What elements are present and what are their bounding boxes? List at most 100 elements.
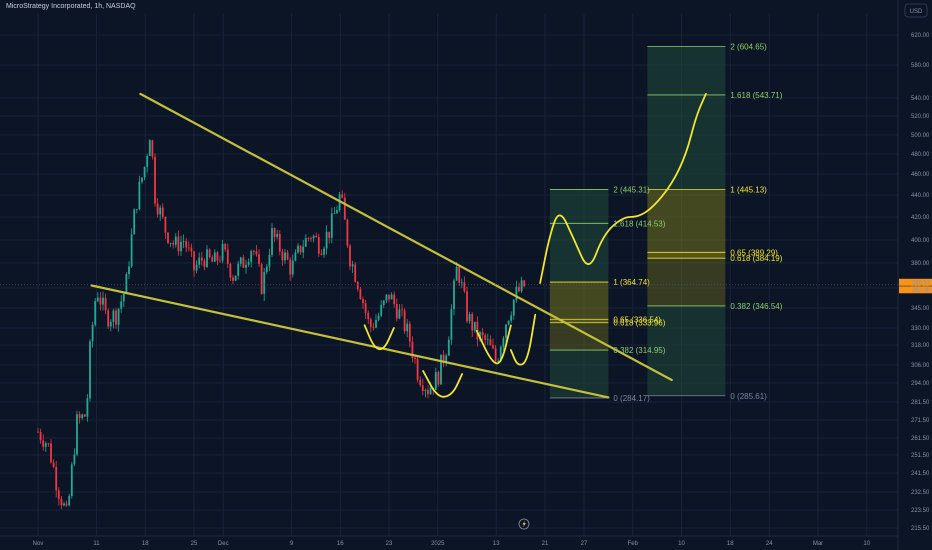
y-tick-label: 380.00 xyxy=(911,261,930,267)
candle-body xyxy=(403,310,406,332)
candle-body xyxy=(512,299,515,316)
currency-label: USD xyxy=(910,9,923,15)
x-tick-label: 11 xyxy=(93,541,100,547)
candle-body xyxy=(442,354,445,363)
candle-body xyxy=(213,252,216,262)
candle-body xyxy=(268,254,271,267)
fib-right-zone xyxy=(647,189,726,253)
candle-body xyxy=(208,249,211,258)
candle-body xyxy=(424,390,427,391)
time-axis[interactable]: Nov 11 18 25 Dec 9 16 23 2025 13 21 27 Feb 10 18 24 Mar 1… xyxy=(0,535,898,547)
fib-left-level-label: 0.65 (336.54) xyxy=(613,315,661,324)
candle-body xyxy=(520,280,523,292)
candle-body xyxy=(304,238,307,247)
candle-body xyxy=(37,431,39,433)
price-axis-bg xyxy=(898,0,932,550)
candle-body xyxy=(200,257,203,261)
y-tick-label: 318.00 xyxy=(911,343,930,349)
candle-body xyxy=(494,348,497,362)
candle-body xyxy=(169,242,172,244)
x-tick-label: Nov xyxy=(33,541,44,547)
fib-right-level-label: 0.65 (389.29) xyxy=(730,248,778,257)
candle-body xyxy=(128,266,130,275)
candle-body xyxy=(515,286,518,300)
candle-body xyxy=(141,177,143,182)
candle-body xyxy=(195,264,198,271)
candle-body xyxy=(518,286,520,292)
candle-body xyxy=(468,314,471,322)
upper-trendline xyxy=(139,92,673,382)
candle-body xyxy=(307,238,310,239)
candle-body xyxy=(52,462,55,467)
candle-body xyxy=(367,312,370,320)
candle-body xyxy=(159,207,162,215)
candle-body xyxy=(499,346,502,361)
candle-body xyxy=(359,289,362,299)
candle-body xyxy=(198,257,201,265)
candle-body xyxy=(143,166,146,178)
candle-body xyxy=(380,304,383,316)
y-tick-label: 440.00 xyxy=(911,193,930,199)
candle-body xyxy=(260,264,263,294)
candlesticks xyxy=(37,139,526,510)
candle-body xyxy=(65,503,68,506)
y-tick-label: 580.00 xyxy=(911,63,930,69)
x-tick-label: 18 xyxy=(727,541,734,547)
candle-body xyxy=(408,323,411,342)
candle-body xyxy=(271,228,273,255)
candle-body xyxy=(388,294,390,300)
candle-body xyxy=(187,247,190,249)
candle-body xyxy=(70,464,73,497)
fib-zones xyxy=(549,46,726,399)
y-tick-label: 251.50 xyxy=(911,453,930,459)
candle-body xyxy=(232,277,234,281)
candle-body xyxy=(219,260,221,262)
candle-body xyxy=(91,324,94,342)
candle-body xyxy=(463,282,466,292)
x-tick-label: Mar xyxy=(813,541,823,547)
candle-body xyxy=(68,496,71,506)
candle-body xyxy=(369,319,372,327)
x-tick-label: 10 xyxy=(863,541,870,547)
candle-body xyxy=(398,309,401,319)
candle-body xyxy=(263,272,266,294)
candle-body xyxy=(224,244,227,250)
trendlines[interactable] xyxy=(90,92,673,399)
candle-body xyxy=(507,320,510,325)
candle-body xyxy=(421,385,424,391)
x-tick-label: 10 xyxy=(678,541,685,547)
candle-body xyxy=(96,297,99,302)
fib-left-level-label: 0.618 (333.96) xyxy=(613,319,665,328)
y-tick-label: 460.00 xyxy=(911,172,930,178)
candle-body xyxy=(455,266,458,281)
candle-body xyxy=(237,263,240,276)
candle-body xyxy=(239,257,242,264)
candle-body xyxy=(193,251,195,271)
y-tick-label: 241.50 xyxy=(911,471,930,477)
candle-body xyxy=(372,326,375,328)
chart-title: MicroStrategy Incorporated, 1h, NASDAQ xyxy=(6,3,136,10)
y-tick-label: 232.50 xyxy=(911,490,930,496)
candle-body xyxy=(102,297,104,305)
y-tick-label: 480.00 xyxy=(911,152,930,158)
candle-body xyxy=(294,252,297,261)
candle-body xyxy=(117,308,120,325)
candle-body xyxy=(265,266,268,273)
candle-body xyxy=(273,228,276,238)
y-tick-label: 271.50 xyxy=(911,418,930,424)
x-tick-label: 18 xyxy=(142,541,149,547)
price-axis[interactable]: 620.00 580.00 540.00 520.00 500.00 480.00 460.… xyxy=(897,0,932,550)
candle-body xyxy=(429,387,432,395)
candle-body xyxy=(330,213,333,238)
cup-mark xyxy=(363,324,395,351)
candle-body xyxy=(89,341,91,399)
fib-labels: 2 (445.31) 1.618 (414.53) 1 (364.74) 0.65 (… xyxy=(613,43,782,403)
candle-body xyxy=(325,231,328,249)
candle-body xyxy=(154,156,156,204)
annotations[interactable] xyxy=(363,92,707,398)
y-tick-label: 306.00 xyxy=(911,363,930,369)
candle-body xyxy=(411,341,414,358)
candle-body xyxy=(221,244,224,261)
last-price-badge xyxy=(899,278,932,286)
